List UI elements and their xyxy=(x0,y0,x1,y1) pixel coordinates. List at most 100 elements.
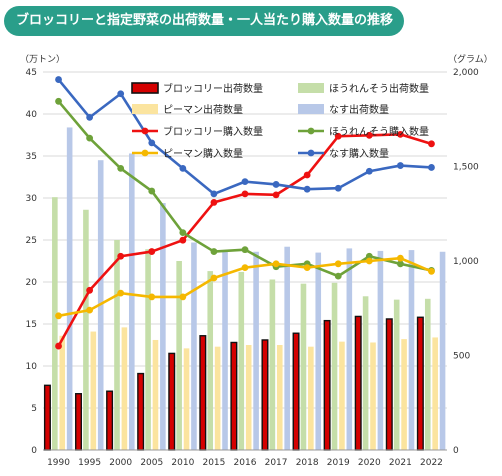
line-point xyxy=(117,252,125,260)
x-tick-label: 2000 xyxy=(109,458,132,468)
right-axis-unit: （グラム） xyxy=(448,53,493,65)
legend-label: ほうれんそう購入数量 xyxy=(329,125,429,138)
bar xyxy=(308,346,314,450)
line-point xyxy=(179,229,187,237)
line-point xyxy=(303,171,311,179)
line-point xyxy=(241,246,249,254)
legend-label: ブロッコリー購入数量 xyxy=(163,125,263,138)
bar xyxy=(106,390,114,451)
x-tick-label: 2020 xyxy=(358,458,381,468)
left-tick-label: 45 xyxy=(26,68,37,78)
legend-label: ほうれんそう出荷数量 xyxy=(329,82,429,95)
left-axis-unit: （万トン） xyxy=(20,54,65,65)
left-tick-label: 25 xyxy=(26,236,37,246)
line-point xyxy=(210,248,218,255)
bar xyxy=(292,332,300,451)
bar xyxy=(416,316,424,451)
bar xyxy=(315,252,322,450)
legend-swatch xyxy=(131,82,159,94)
legend-swatch xyxy=(132,104,158,114)
bar xyxy=(370,342,376,450)
line-point xyxy=(148,187,156,195)
line-point xyxy=(365,257,373,265)
line-point xyxy=(396,162,404,169)
line-point xyxy=(272,191,280,199)
line-point xyxy=(396,260,404,268)
x-tick-label: 2018 xyxy=(296,458,319,468)
line-series xyxy=(55,76,435,350)
line-point xyxy=(86,286,94,294)
line-point xyxy=(86,113,94,121)
bar xyxy=(222,251,228,450)
bar xyxy=(385,318,393,451)
bar xyxy=(432,337,438,450)
line-point xyxy=(334,272,342,280)
bar xyxy=(339,341,345,450)
line-point xyxy=(396,254,404,262)
left-tick-label: 10 xyxy=(26,362,38,372)
line-point xyxy=(241,264,249,272)
left-tick-label: 15 xyxy=(26,320,37,330)
axes: 0 5 10 15 20 25 30 35 40 45 0 500 1,000 1,500 2,000 199… xyxy=(26,68,479,468)
bar xyxy=(346,248,353,450)
line-point xyxy=(334,260,342,268)
legend-label: なす購入数量 xyxy=(329,147,389,160)
legend-label: ピーマン購入数量 xyxy=(163,147,243,160)
right-tick-label: 0 xyxy=(453,446,459,456)
line-point xyxy=(210,274,218,282)
bar xyxy=(323,319,331,451)
x-tick-label: 1990 xyxy=(47,458,70,468)
x-tick-label: 2017 xyxy=(265,458,288,468)
left-tick-label: 20 xyxy=(26,278,38,288)
line-point xyxy=(272,181,280,188)
legend-marker xyxy=(307,149,315,157)
line-point xyxy=(179,293,187,301)
bar xyxy=(52,197,58,450)
line-point xyxy=(241,190,249,198)
bar xyxy=(393,299,400,450)
line-point xyxy=(210,199,218,206)
bar xyxy=(128,153,135,451)
legend-label: なす出荷数量 xyxy=(329,103,389,116)
x-tick-label: 2010 xyxy=(171,458,194,468)
bar xyxy=(75,393,83,451)
bar xyxy=(145,249,151,450)
line-point xyxy=(396,130,404,138)
legend-marker xyxy=(141,127,149,135)
left-tick-label: 30 xyxy=(26,194,38,204)
x-tick-label: 2015 xyxy=(202,458,225,468)
line-point xyxy=(241,178,249,186)
legend-swatch xyxy=(298,83,324,93)
line-point xyxy=(86,306,94,314)
right-tick-label: 500 xyxy=(453,352,470,362)
left-tick-label: 0 xyxy=(31,446,37,456)
line-point xyxy=(303,264,311,272)
right-tick-label: 1,000 xyxy=(453,257,479,267)
bar xyxy=(199,335,207,451)
bar xyxy=(90,331,97,450)
bar xyxy=(300,283,307,450)
line-point xyxy=(117,289,125,297)
bar xyxy=(137,372,145,451)
legend-label: ブロッコリー出荷数量 xyxy=(163,82,263,95)
bar xyxy=(59,335,66,450)
line-point xyxy=(55,342,62,350)
bar-series xyxy=(43,127,446,451)
left-tick-label: 40 xyxy=(26,110,38,120)
bar xyxy=(439,251,446,450)
x-tick-label: 2019 xyxy=(327,458,350,468)
line-point xyxy=(117,90,125,98)
bar xyxy=(121,327,128,450)
bar xyxy=(66,127,73,450)
right-tick-label: 2,000 xyxy=(453,68,479,78)
bar xyxy=(253,251,259,450)
legend-marker xyxy=(141,149,149,157)
left-tick-label: 5 xyxy=(31,404,37,414)
line-point xyxy=(428,164,435,171)
bar xyxy=(183,348,190,450)
left-tick-label: 35 xyxy=(26,152,37,162)
bar xyxy=(191,242,197,450)
bar xyxy=(261,339,269,451)
